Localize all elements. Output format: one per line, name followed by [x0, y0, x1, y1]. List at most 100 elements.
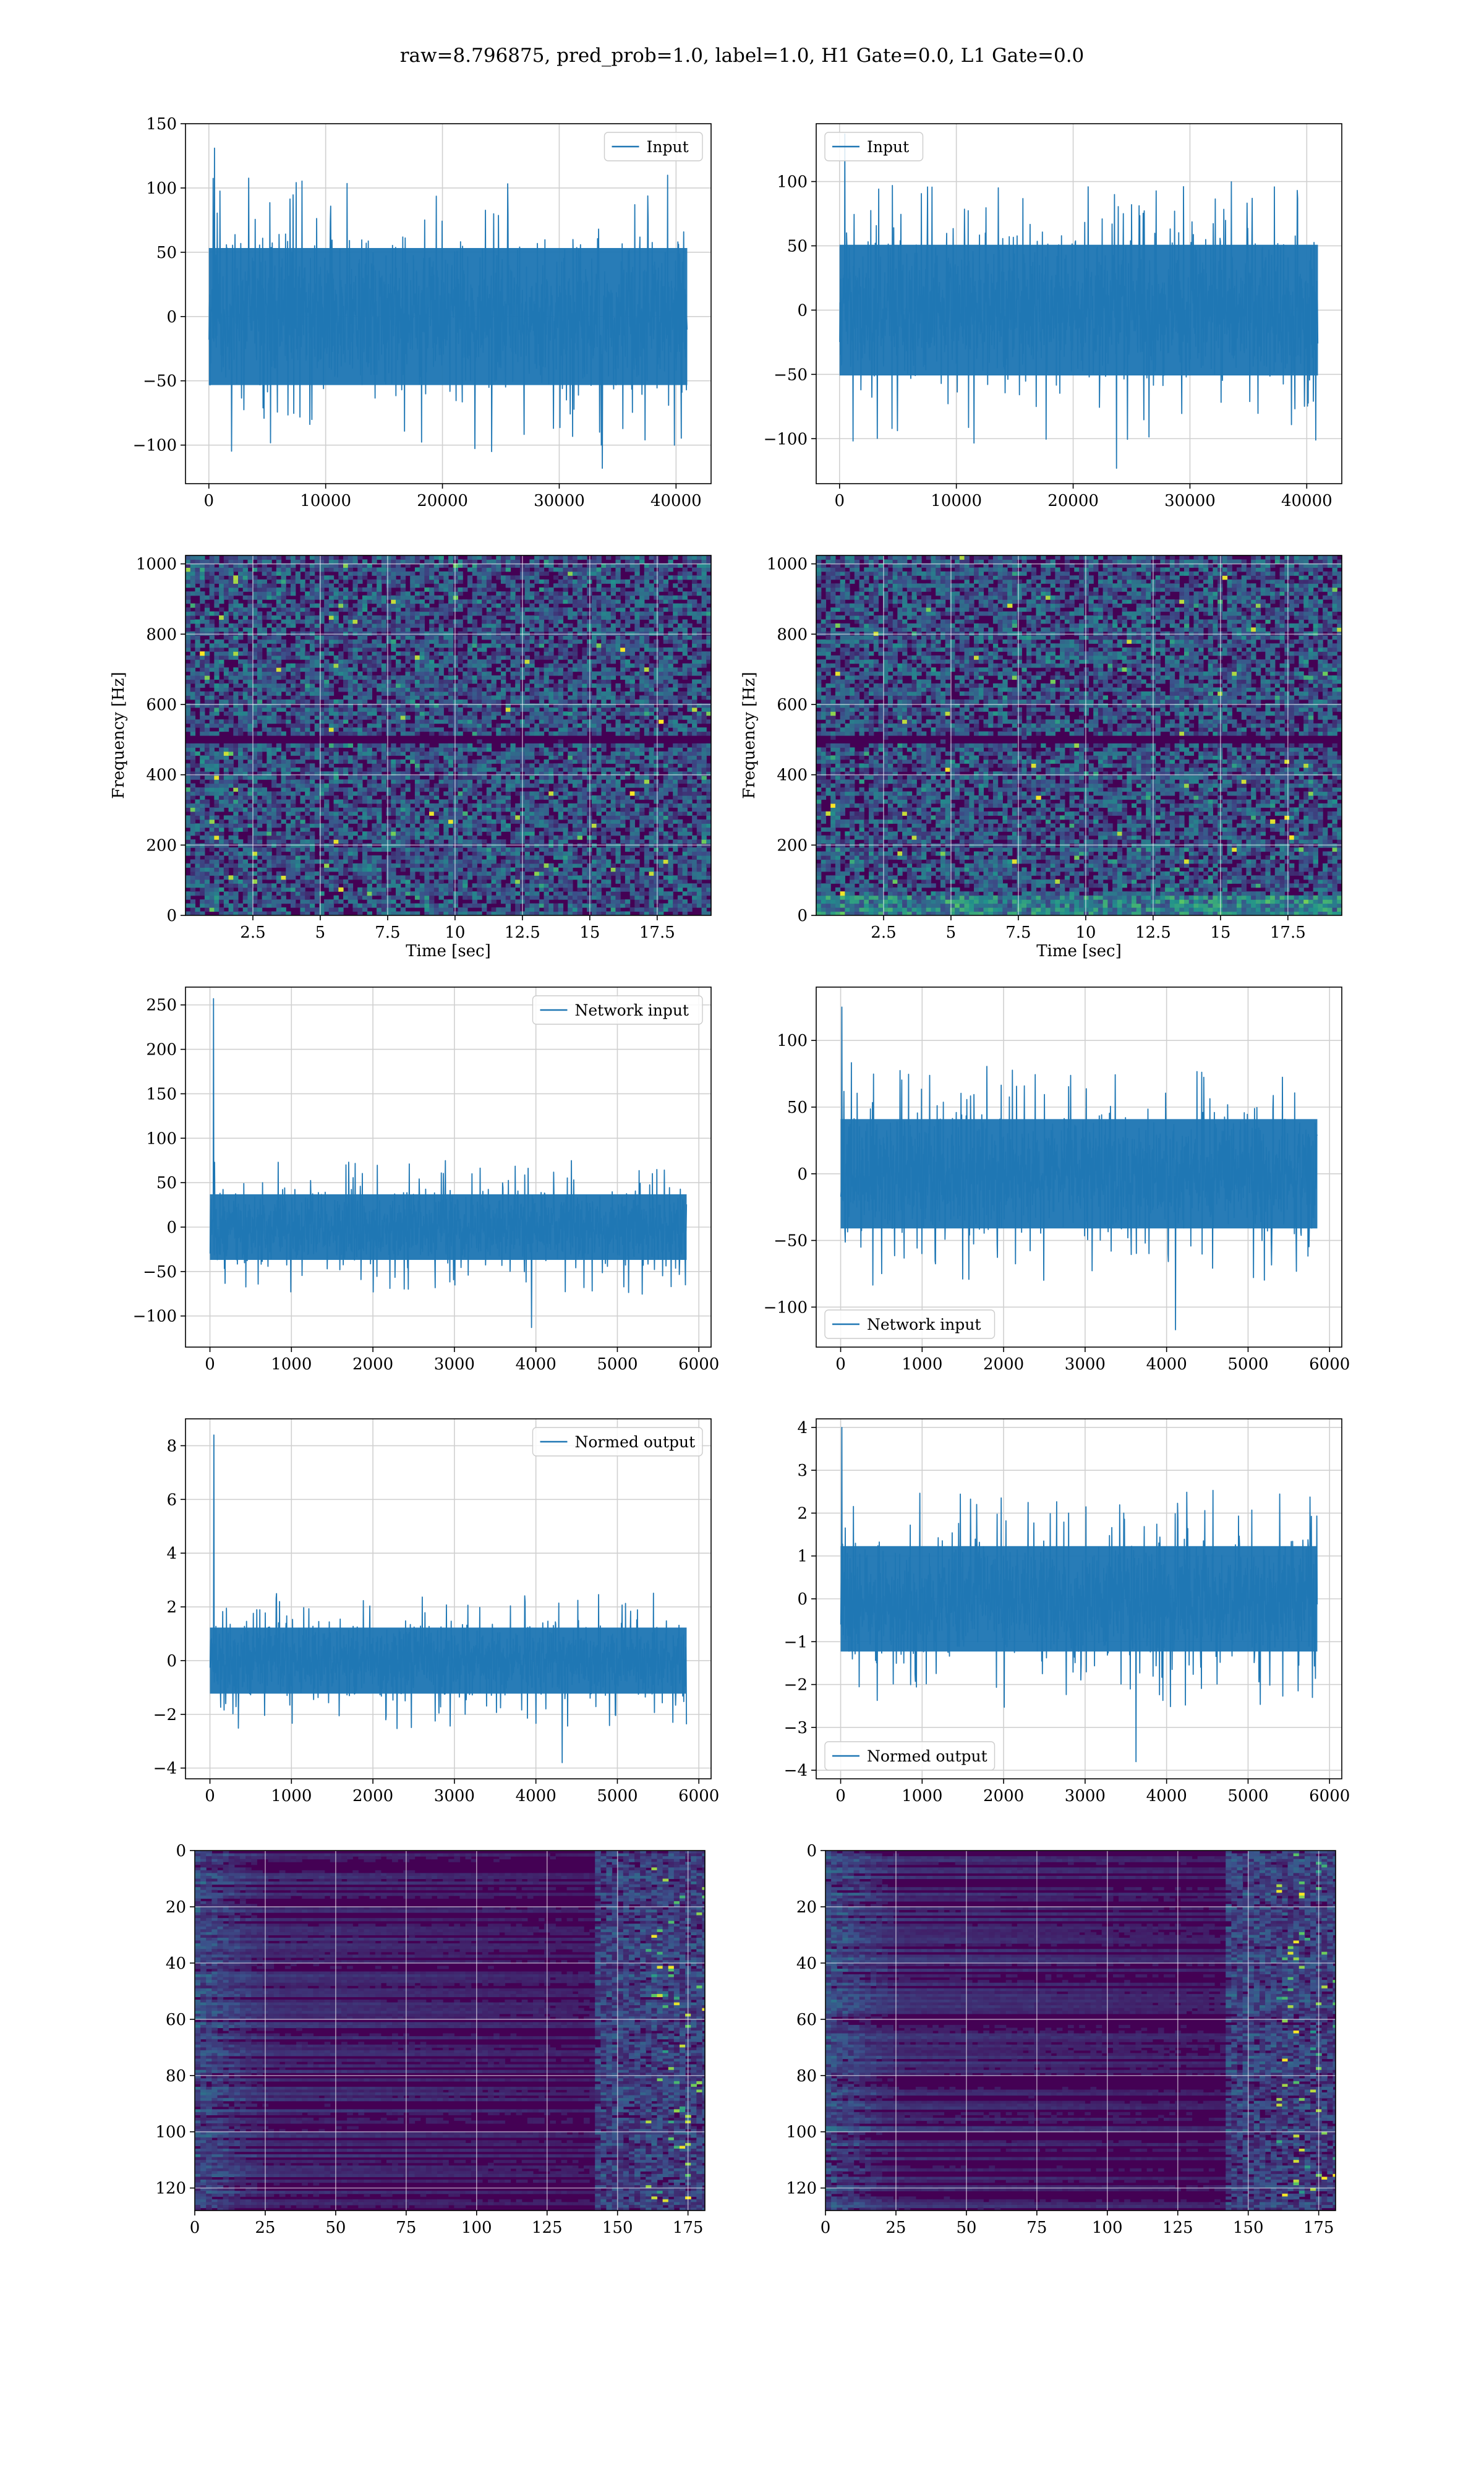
heatmap-cell	[438, 611, 444, 616]
heatmap-cell	[252, 811, 258, 816]
heatmap-cell	[319, 607, 325, 612]
heatmap-cell	[524, 575, 530, 580]
heatmap-cell	[195, 663, 200, 668]
heatmap-cell	[448, 579, 454, 584]
heatmap-cell	[524, 819, 530, 824]
heatmap-cell	[458, 643, 463, 648]
heatmap-cell	[472, 607, 477, 612]
heatmap-cell	[400, 711, 406, 716]
heatmap-cell	[338, 863, 344, 868]
heatmap-cell	[333, 771, 339, 776]
heatmap-cell	[453, 591, 459, 596]
heatmap-cell	[524, 591, 530, 596]
heatmap-cell	[271, 799, 277, 804]
heatmap-cell	[195, 619, 200, 624]
heatmap-cell	[267, 835, 272, 840]
heatmap-cell	[276, 823, 282, 828]
heatmap-cell	[195, 631, 200, 636]
heatmap-cell	[400, 787, 406, 792]
heatmap-cell	[267, 683, 272, 688]
heatmap-cell	[267, 719, 272, 724]
heatmap-cell	[357, 571, 363, 576]
heatmap-cell	[267, 807, 272, 812]
heatmap-cell	[242, 763, 249, 768]
heatmap-cell	[458, 563, 463, 568]
heatmap-cell	[238, 575, 244, 580]
heatmap-cell	[443, 607, 449, 612]
heatmap-cell	[242, 567, 249, 572]
heatmap-cell	[391, 619, 396, 624]
heatmap-cell	[510, 891, 516, 896]
heatmap-cell	[214, 711, 220, 716]
heatmap-cell	[396, 659, 401, 664]
heatmap-cell	[501, 647, 506, 652]
subplot-input-h1: 0 10000 20000 30000 40000−100−50050100150Inp…	[133, 115, 712, 510]
heatmap-cell	[501, 863, 506, 868]
heatmap-cell	[467, 823, 473, 828]
heatmap-cell	[534, 859, 540, 864]
heatmap-cell	[529, 803, 535, 808]
heatmap-cell	[295, 675, 301, 680]
heatmap-cell	[482, 883, 487, 888]
heatmap-cell	[391, 579, 396, 584]
heatmap-cell	[477, 675, 482, 680]
heatmap-cell	[467, 751, 473, 756]
heatmap-cell	[367, 799, 372, 804]
heatmap-cell	[295, 823, 301, 828]
heatmap-cell	[271, 571, 277, 576]
heatmap-cell	[458, 891, 463, 896]
heatmap-cell	[472, 891, 477, 896]
heatmap-cell	[314, 891, 320, 896]
heatmap-cell	[414, 559, 420, 564]
heatmap-cell	[357, 643, 363, 648]
heatmap-cell	[524, 719, 530, 724]
heatmap-cell	[357, 799, 363, 804]
heatmap-cell	[281, 847, 286, 852]
heatmap-cell	[501, 639, 506, 644]
heatmap-cell	[486, 819, 492, 824]
heatmap-cell	[367, 791, 372, 796]
heatmap-cell	[257, 627, 263, 632]
heatmap-cell	[372, 659, 377, 664]
heatmap-cell	[247, 711, 253, 716]
heatmap-cell	[286, 703, 291, 708]
heatmap-cell	[348, 675, 354, 680]
heatmap-cell	[295, 851, 301, 856]
heatmap-cell	[505, 699, 511, 704]
heatmap-cell	[305, 867, 310, 872]
heatmap-cell	[524, 583, 530, 588]
heatmap-cell	[482, 711, 487, 716]
heatmap-cell	[362, 679, 368, 684]
heatmap-cell	[343, 575, 349, 580]
heatmap-cell	[524, 863, 530, 868]
heatmap-cell	[328, 879, 335, 884]
heatmap-cell	[515, 775, 521, 780]
heatmap-cell	[233, 811, 239, 816]
heatmap-cell	[343, 635, 349, 640]
x-tick-label: 40000	[650, 492, 702, 510]
heatmap-cell	[324, 863, 330, 868]
heatmap-cell	[338, 819, 344, 824]
heatmap-cell	[267, 571, 272, 576]
heatmap-cell	[352, 807, 358, 812]
heatmap-cell	[357, 787, 363, 792]
heatmap-cell	[291, 779, 296, 784]
heatmap-cell	[429, 907, 435, 912]
heatmap-cell	[305, 783, 310, 788]
heatmap-cell	[453, 715, 459, 720]
heatmap-cell	[257, 711, 263, 716]
heatmap-cell	[238, 843, 244, 848]
heatmap-cell	[377, 771, 382, 776]
heatmap-cell	[333, 711, 339, 716]
heatmap-cell	[505, 799, 511, 804]
heatmap-cell	[319, 911, 325, 915]
heatmap-cell	[362, 659, 368, 664]
heatmap-cell	[305, 859, 310, 864]
heatmap-cell	[338, 799, 344, 804]
heatmap-cell	[443, 887, 449, 892]
heatmap-cell	[491, 643, 497, 648]
heatmap-cell	[314, 723, 320, 728]
heatmap-cell	[377, 803, 382, 808]
heatmap-cell	[529, 583, 535, 588]
heatmap-cell	[305, 635, 310, 640]
